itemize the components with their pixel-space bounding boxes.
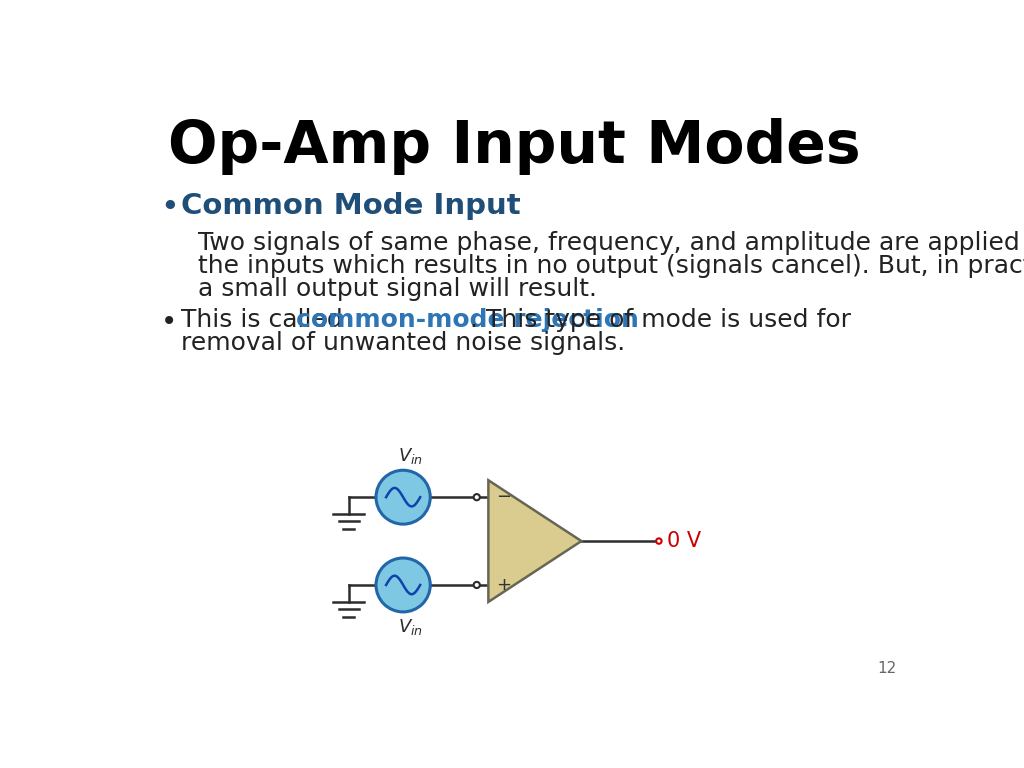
Text: common-mode rejection: common-mode rejection xyxy=(296,308,639,332)
Text: Two signals of same phase, frequency, and amplitude are applied to: Two signals of same phase, frequency, an… xyxy=(198,230,1024,255)
Text: 0 V: 0 V xyxy=(667,531,700,551)
Ellipse shape xyxy=(474,494,480,500)
Text: •: • xyxy=(161,308,177,336)
Text: removal of unwanted noise signals.: removal of unwanted noise signals. xyxy=(180,331,625,355)
Text: $V_{in}$: $V_{in}$ xyxy=(398,617,423,637)
Text: the inputs which results in no output (signals cancel). But, in practical,: the inputs which results in no output (s… xyxy=(198,254,1024,278)
Ellipse shape xyxy=(376,470,430,524)
Text: •: • xyxy=(161,192,179,223)
Text: Common Mode Input: Common Mode Input xyxy=(180,192,520,220)
Text: This is called: This is called xyxy=(180,308,350,332)
Text: −: − xyxy=(496,488,511,506)
Ellipse shape xyxy=(376,558,430,612)
Text: Op-Amp Input Modes: Op-Amp Input Modes xyxy=(168,118,861,174)
Text: 12: 12 xyxy=(878,660,897,676)
Polygon shape xyxy=(488,480,582,602)
Ellipse shape xyxy=(656,538,662,544)
Ellipse shape xyxy=(474,582,480,588)
Text: $V_{in}$: $V_{in}$ xyxy=(398,445,423,465)
Text: +: + xyxy=(496,576,511,594)
Text: . This type of mode is used for: . This type of mode is used for xyxy=(470,308,851,332)
Text: a small output signal will result.: a small output signal will result. xyxy=(198,277,597,301)
